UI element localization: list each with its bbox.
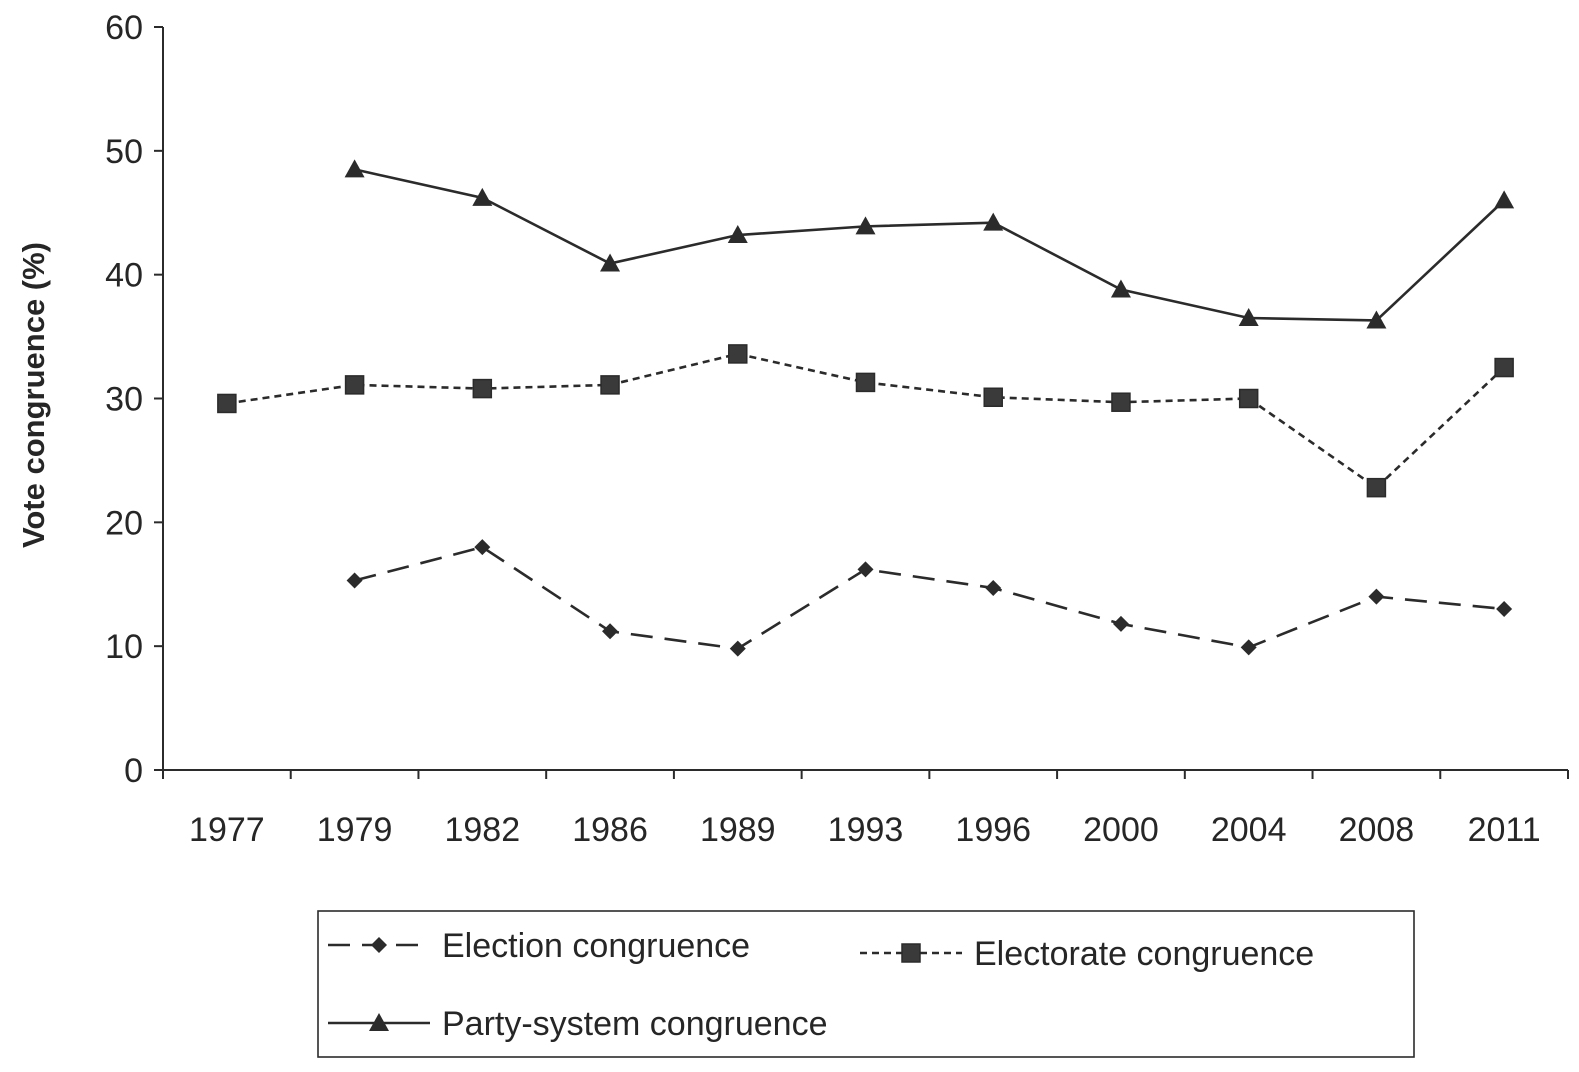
y-tick-label: 20 xyxy=(105,504,143,542)
data-point xyxy=(983,387,1003,408)
x-tick-label: 1979 xyxy=(317,811,393,849)
y-axis-label: Vote congruence (%) xyxy=(16,242,51,548)
data-point xyxy=(983,212,1004,231)
legend-box xyxy=(317,910,1415,1058)
data-point xyxy=(1496,601,1513,618)
series-layer xyxy=(217,159,1515,657)
series-election-congruence xyxy=(346,539,1513,657)
data-point xyxy=(344,159,365,178)
data-point xyxy=(472,378,493,399)
series-line xyxy=(226,352,1506,490)
data-point xyxy=(344,375,365,395)
y-tick-label: 60 xyxy=(105,9,143,47)
legend-label: Party-system congruence xyxy=(442,1005,828,1043)
legend-marker xyxy=(369,1013,389,1031)
x-tick-label: 1986 xyxy=(572,811,648,849)
x-tick-label: 1993 xyxy=(828,811,904,849)
x-tick-label: 2004 xyxy=(1211,811,1287,849)
data-point xyxy=(1240,639,1257,656)
y-tick-label: 0 xyxy=(124,752,143,790)
legend-label: Electorate congruence xyxy=(974,935,1314,973)
series-line xyxy=(354,168,1506,322)
series-electorate-congruence xyxy=(217,344,1514,498)
legend-item: Election congruence xyxy=(328,927,750,965)
y-tick-label: 40 xyxy=(105,257,143,295)
legend-marker xyxy=(371,937,387,953)
data-point xyxy=(600,253,621,272)
data-point xyxy=(1110,279,1131,298)
data-point xyxy=(1366,310,1387,329)
data-point xyxy=(346,572,363,589)
legend: Election congruence Electorate congruence… xyxy=(317,910,1415,1058)
x-tick-label: 2011 xyxy=(1468,811,1541,849)
legend-item: Electorate congruence xyxy=(860,935,1314,973)
data-point xyxy=(857,561,874,578)
x-tick-label: 1996 xyxy=(955,811,1031,849)
data-point xyxy=(1366,477,1387,498)
data-point xyxy=(1494,357,1514,378)
series-line xyxy=(354,545,1505,650)
data-point xyxy=(728,344,748,364)
data-point xyxy=(855,372,876,393)
data-point xyxy=(1238,388,1259,409)
y-tick-label: 50 xyxy=(105,133,143,171)
axes: 0 10 20 30 40 50 60 1977 1979 1982 1986 1989 1993 199… xyxy=(105,9,1569,849)
data-point xyxy=(1494,190,1515,209)
data-point xyxy=(1238,308,1259,327)
y-tick-label: 10 xyxy=(105,628,143,666)
x-tick-label: 2000 xyxy=(1083,811,1159,849)
data-point xyxy=(727,225,748,244)
x-tick-label: 1982 xyxy=(444,811,520,849)
x-tick-label: 2008 xyxy=(1339,811,1415,849)
series-party-system-congruence xyxy=(344,159,1515,329)
data-point xyxy=(729,640,746,657)
data-point xyxy=(472,187,493,206)
data-point xyxy=(1111,392,1131,412)
x-tick-label: 1977 xyxy=(189,811,265,849)
data-point xyxy=(474,539,491,556)
legend-label: Election congruence xyxy=(442,927,750,965)
data-point xyxy=(855,216,876,235)
data-point xyxy=(602,623,619,640)
legend-marker xyxy=(901,943,921,963)
x-tick-label: 1989 xyxy=(700,811,776,849)
y-tick-label: 30 xyxy=(105,381,143,419)
data-point xyxy=(1368,588,1385,605)
data-point xyxy=(217,393,237,414)
data-point xyxy=(600,375,620,395)
data-point xyxy=(985,579,1002,596)
legend-item: Party-system congruence xyxy=(328,1005,828,1043)
data-point xyxy=(1112,615,1129,632)
